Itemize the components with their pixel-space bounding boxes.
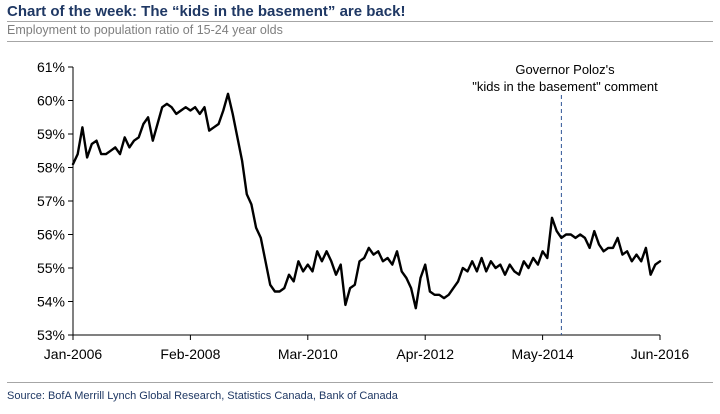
annotation-label: Governor Poloz's [515,62,615,77]
x-tick-label: Feb-2008 [160,346,220,362]
y-tick-label: 61% [37,59,65,75]
source-note: Source: BofA Merrill Lynch Global Resear… [7,390,398,402]
x-tick-label: May-2014 [511,346,573,362]
annotation-label: "kids in the basement" comment [472,79,658,94]
x-tick-label: Jan-2006 [44,346,103,362]
x-tick-label: Apr-2012 [396,346,454,362]
footer-divider [7,382,713,383]
y-tick-label: 55% [37,260,65,276]
y-tick-label: 56% [37,227,65,243]
y-tick-label: 53% [37,327,65,343]
y-tick-label: 58% [37,160,65,176]
y-tick-label: 54% [37,294,65,310]
x-tick-label: Mar-2010 [278,346,338,362]
title-divider [7,21,713,22]
y-tick-label: 60% [37,93,65,109]
chart-title: Chart of the week: The “kids in the base… [7,3,406,20]
chart-subtitle: Employment to population ratio of 15-24 … [7,23,283,37]
series-line [71,92,662,310]
x-tick-label: Jun-2016 [631,346,690,362]
subtitle-divider [7,41,713,42]
y-tick-label: 57% [37,193,65,209]
y-tick-label: 59% [37,126,65,142]
